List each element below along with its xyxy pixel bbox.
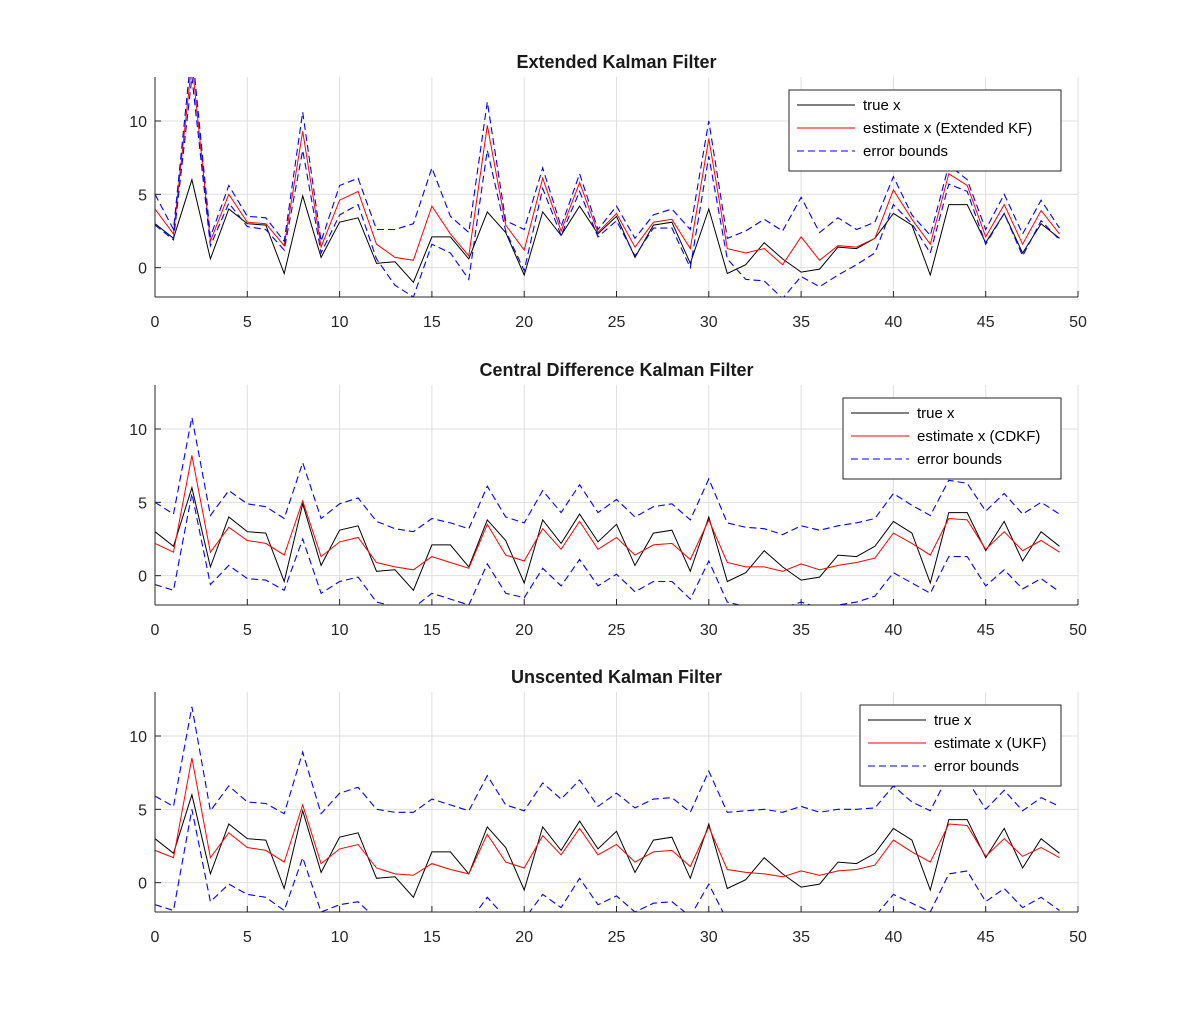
x-tick-label: 5 — [243, 622, 252, 639]
x-tick-label: 40 — [885, 929, 903, 946]
x-tick-label: 45 — [977, 314, 995, 331]
chart-title: Unscented Kalman Filter — [511, 667, 722, 687]
x-tick-label: 35 — [792, 314, 810, 331]
x-tick-label: 15 — [423, 929, 441, 946]
y-tick-label: 5 — [138, 187, 147, 204]
y-tick-label: 10 — [129, 422, 147, 439]
series-line-estimate-x-extended-kf — [155, 77, 1060, 266]
x-tick-label: 0 — [151, 314, 160, 331]
legend-entry: true x — [917, 405, 955, 422]
legend: true x estimate x (UKF) error bounds — [859, 704, 1062, 787]
series-line-error-bounds-lower — [155, 493, 1060, 605]
x-tick-label: 10 — [331, 622, 349, 639]
legend-box — [859, 704, 1062, 787]
x-tick-label: 40 — [885, 622, 903, 639]
y-tick-label: 0 — [138, 876, 147, 893]
y-tick-label: 5 — [138, 495, 147, 512]
x-tick-label: 40 — [885, 314, 903, 331]
legend: true x estimate x (CDKF) error bounds — [842, 397, 1062, 480]
legend-entry: true x — [934, 712, 972, 729]
x-tick-label: 35 — [792, 622, 810, 639]
subplot-ukf: 0 5 10 15 20 25 30 35 40 45 50 0 5 10 Unscented Kalman… — [129, 667, 1087, 946]
legend-entry: estimate x (Extended KF) — [863, 120, 1032, 137]
x-tick-label: 50 — [1069, 929, 1087, 946]
y-tick-label: 0 — [138, 569, 147, 586]
series-line-estimate-x-cdkf — [155, 455, 1060, 572]
x-tick-label: 5 — [243, 929, 252, 946]
chart-title: Extended Kalman Filter — [516, 52, 716, 72]
x-tick-label: 15 — [423, 622, 441, 639]
chart-title: Central Difference Kalman Filter — [479, 360, 753, 380]
legend-entry: error bounds — [934, 758, 1019, 775]
legend-box — [788, 89, 1062, 172]
x-tick-label: 50 — [1069, 314, 1087, 331]
legend-entry: error bounds — [917, 451, 1002, 468]
y-tick-label: 0 — [138, 261, 147, 278]
legend: true x estimate x (Extended KF) error boun… — [788, 89, 1062, 172]
y-tick-label: 5 — [138, 802, 147, 819]
x-tick-label: 45 — [977, 929, 995, 946]
x-tick-label: 25 — [608, 622, 626, 639]
x-tick-label: 10 — [331, 929, 349, 946]
x-tick-label: 5 — [243, 314, 252, 331]
series-line-error-bounds-lower — [155, 77, 1060, 297]
y-tick-label: 10 — [129, 729, 147, 746]
x-tick-label: 15 — [423, 314, 441, 331]
x-tick-label: 25 — [608, 314, 626, 331]
legend-box — [842, 397, 1062, 480]
y-tick-label: 10 — [129, 114, 147, 131]
x-tick-label: 20 — [515, 622, 533, 639]
series-line-error-bounds-lower — [155, 809, 1060, 912]
x-tick-label: 30 — [700, 314, 718, 331]
x-tick-label: 50 — [1069, 622, 1087, 639]
x-tick-label: 30 — [700, 929, 718, 946]
series-line-error-bounds — [155, 706, 1060, 815]
x-tick-label: 45 — [977, 622, 995, 639]
x-tick-label: 30 — [700, 622, 718, 639]
legend-entry: true x — [863, 97, 901, 114]
x-tick-label: 20 — [515, 314, 533, 331]
series-line-estimate-x-ukf — [155, 757, 1060, 878]
series-line-error-bounds — [155, 417, 1060, 536]
x-tick-label: 25 — [608, 929, 626, 946]
subplot-extended-kf: 0 5 10 15 20 25 30 35 40 45 50 0 5 10 Extended Kalman … — [129, 52, 1087, 331]
x-tick-label: 35 — [792, 929, 810, 946]
series-line-true-x — [155, 485, 1060, 592]
series-line-true-x — [155, 792, 1060, 899]
x-tick-label: 0 — [151, 929, 160, 946]
x-tick-label: 0 — [151, 622, 160, 639]
series-line-true-x — [155, 177, 1060, 284]
legend-entry: error bounds — [863, 143, 948, 160]
legend-entry: estimate x (UKF) — [934, 735, 1047, 752]
legend-entry: estimate x (CDKF) — [917, 428, 1040, 445]
x-tick-label: 10 — [331, 314, 349, 331]
x-tick-label: 20 — [515, 929, 533, 946]
subplot-cdkf: 0 5 10 15 20 25 30 35 40 45 50 0 5 10 Central Differen… — [129, 360, 1087, 639]
